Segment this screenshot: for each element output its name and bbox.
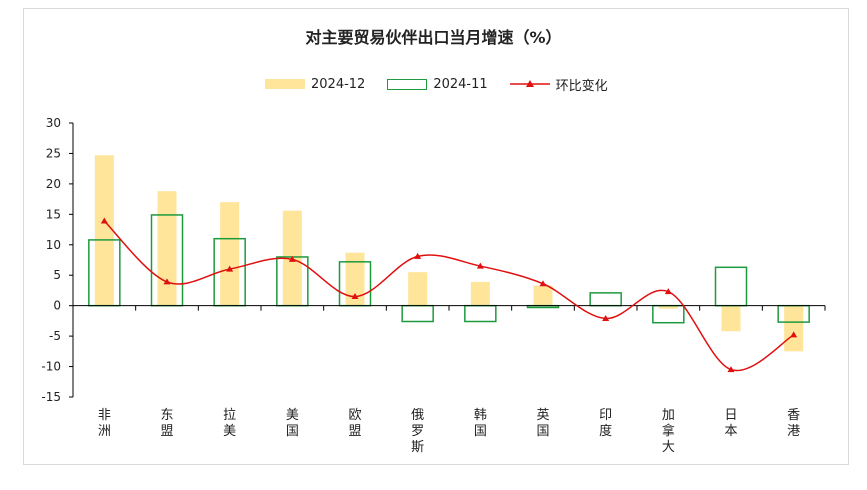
line-point-mom-change (163, 278, 171, 285)
legend-item-2024-11: 2024-11 (387, 76, 488, 92)
bar-2024-12 (408, 272, 428, 306)
bar-2024-12 (533, 285, 553, 306)
chart-title: 对主要贸易伙伴出口当月增速（%） (305, 28, 562, 47)
line-mom-change (103, 220, 795, 372)
legend-swatch-line (509, 80, 550, 87)
y-tick-label: -10 (41, 360, 61, 374)
legend: 2024-12 2024-11 环比变化 (265, 74, 630, 94)
x-tick-label: 欧盟 (348, 408, 361, 439)
bar-2024-12 (157, 191, 177, 306)
x-tick-label: 加拿大 (662, 408, 675, 455)
legend-swatch-filled-bar (265, 79, 305, 89)
legend-label-2024-12: 2024-12 (311, 76, 366, 92)
bar-2024-12 (470, 281, 490, 306)
y-tick-label: 30 (46, 116, 61, 130)
legend-item-2024-12: 2024-12 (265, 77, 365, 92)
x-tick-label: 日本 (724, 408, 737, 439)
x-tick-label: 印度 (599, 408, 612, 439)
legend-item-mom-change: 环比变化 (509, 75, 608, 94)
x-tick-label: 拉美 (223, 408, 236, 439)
bar-2024-11 (464, 304, 497, 323)
line-point-mom-change (351, 293, 359, 300)
y-tick-label: 15 (46, 207, 61, 221)
y-tick-label: 25 (46, 146, 61, 160)
legend-swatch-outline-bar (387, 78, 428, 90)
line-point-mom-change (790, 331, 798, 338)
line-point-mom-change (288, 255, 296, 262)
line-point-mom-change (602, 314, 610, 321)
legend-label-mom-change: 环比变化 (555, 78, 608, 94)
x-tick-label: 俄罗斯 (411, 408, 424, 455)
line-point-mom-change (100, 217, 108, 224)
bar-2024-11 (714, 266, 748, 307)
x-tick-label: 东盟 (160, 408, 173, 439)
y-tick-label: -15 (41, 390, 61, 404)
y-tick-label: 5 (53, 268, 61, 282)
bar-2024-12 (721, 305, 741, 332)
line-point-mom-change (226, 265, 234, 272)
bar-2024-12 (658, 305, 678, 309)
bar-2024-12 (94, 155, 114, 306)
line-point-mom-change (664, 288, 672, 295)
legend-label-2024-11: 2024-11 (433, 76, 488, 92)
y-tick-label: 10 (46, 238, 61, 252)
bar-2024-12 (784, 305, 804, 352)
bar-2024-12 (220, 202, 240, 306)
y-tick-label: 0 (53, 299, 61, 313)
x-tick-label: 韩国 (474, 408, 487, 439)
line-point-mom-change (476, 262, 484, 269)
bar-2024-11 (589, 292, 622, 307)
y-tick-label: 20 (46, 177, 61, 191)
x-tick-label: 美国 (286, 408, 299, 439)
line-point-mom-change (414, 252, 422, 259)
x-tick-label: 非洲 (98, 408, 111, 439)
x-tick-label: 香港 (787, 408, 800, 439)
line-point-mom-change (539, 280, 547, 287)
line-point-mom-change (727, 366, 735, 373)
x-tick-label: 英国 (536, 408, 549, 439)
bar-2024-12 (345, 252, 365, 306)
y-tick-label: -5 (49, 329, 61, 343)
bar-2024-11 (401, 304, 434, 323)
